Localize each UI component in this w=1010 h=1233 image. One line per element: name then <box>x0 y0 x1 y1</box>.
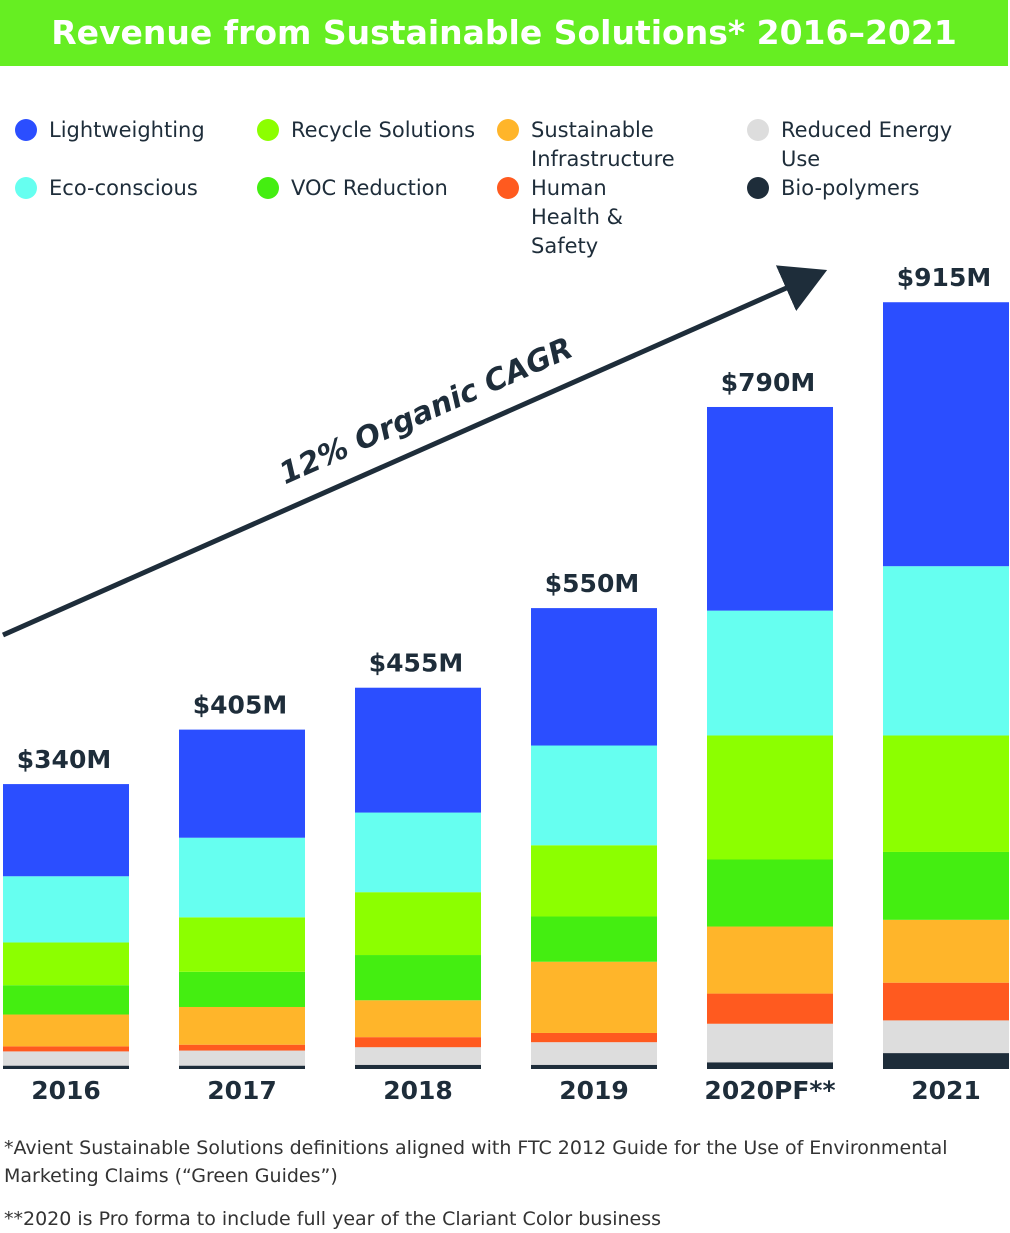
bar-segment <box>883 735 1009 852</box>
legend-item: Reduced Energy Use <box>747 116 997 174</box>
bar-segment <box>531 745 657 846</box>
footnote: **2020 is Pro forma to include full year… <box>4 1208 662 1230</box>
legend-item: Eco-conscious <box>15 174 265 203</box>
legend-swatch <box>497 119 519 141</box>
x-tick-label: 2019 <box>559 1076 629 1105</box>
legend-label: Recycle Solutions <box>291 118 476 142</box>
bar-segment <box>883 302 1009 567</box>
bar-segment <box>883 1053 1009 1069</box>
bar-segment <box>179 1006 305 1045</box>
bar-segment <box>355 1000 481 1038</box>
bar-segment <box>3 784 129 877</box>
bar-segment <box>531 916 657 962</box>
bar-segment <box>883 982 1009 1021</box>
bar-segment <box>883 1020 1009 1054</box>
bar-segment <box>3 1014 129 1047</box>
bar-segment <box>179 1050 305 1066</box>
legend-item: VOC Reduction <box>257 174 507 203</box>
bar-segment <box>3 942 129 986</box>
total-label: $340M <box>17 745 111 774</box>
bar-segment <box>707 926 833 994</box>
bar-segment <box>3 1051 129 1066</box>
x-tick-label: 2018 <box>383 1076 453 1105</box>
bar-segment <box>707 406 833 611</box>
legend-label: Human Health & Safety <box>531 176 624 258</box>
legend-swatch <box>257 119 279 141</box>
bar-segment <box>355 955 481 1001</box>
legend-item: Lightweighting <box>15 116 265 145</box>
bar-segment <box>3 876 129 943</box>
legend-label: Sustainable Infrastructure <box>531 118 675 171</box>
bar-segment <box>707 859 833 927</box>
bar-segment <box>179 729 305 838</box>
trend-arrow <box>1 265 828 638</box>
bar-segment <box>355 1047 481 1065</box>
bar-segment <box>355 1064 481 1069</box>
legend-label: Bio-polymers <box>781 176 920 200</box>
total-label: $915M <box>897 263 991 292</box>
bar-segment <box>531 1032 657 1043</box>
bar-segment <box>707 1062 833 1069</box>
legend-item: Bio-polymers <box>747 174 997 203</box>
x-tick-label: 2017 <box>207 1076 277 1105</box>
legend-label: Lightweighting <box>49 118 205 142</box>
bar-segment <box>179 971 305 1007</box>
legend-label: Eco-conscious <box>49 176 198 200</box>
bar-segment <box>883 919 1009 983</box>
bar-segment <box>355 812 481 893</box>
legend-item: Recycle Solutions <box>257 116 507 145</box>
bar-segment <box>355 892 481 956</box>
legend-item: Sustainable Infrastructure <box>497 116 677 174</box>
bar-segment <box>179 837 305 918</box>
legend-swatch <box>747 119 769 141</box>
bar-segment <box>3 985 129 1015</box>
bar-segment <box>179 1044 305 1051</box>
x-tick-label: 2016 <box>31 1076 101 1105</box>
bar-segment <box>531 1064 657 1069</box>
footnote: *Avient Sustainable Solutions definition… <box>4 1137 948 1187</box>
bar-segment <box>179 1065 305 1069</box>
annotation: 12% Organic CAGR <box>274 331 578 492</box>
total-label: $405M <box>193 691 287 720</box>
bar-segment <box>707 993 833 1024</box>
legend-swatch <box>497 177 519 199</box>
bar-segment <box>883 566 1009 736</box>
total-label: $550M <box>545 569 639 598</box>
legend-swatch <box>15 119 37 141</box>
bar-segment <box>531 961 657 1033</box>
bar-segment <box>707 735 833 860</box>
bar-segment <box>707 610 833 736</box>
bar-segment <box>531 845 657 917</box>
bar-segment <box>707 1023 833 1063</box>
bar-segment <box>179 917 305 972</box>
x-tick-label: 2020PF** <box>704 1076 835 1105</box>
legend-item: Human Health & Safety <box>497 174 677 261</box>
x-tick-label: 2021 <box>911 1076 981 1105</box>
bar-segment <box>355 687 481 813</box>
bar-segment <box>3 1046 129 1052</box>
total-label: $455M <box>369 649 463 678</box>
legend-label: Reduced Energy Use <box>781 118 953 171</box>
total-label: $790M <box>721 368 815 397</box>
bar-segment <box>3 1065 129 1069</box>
chart-title: Revenue from Sustainable Solutions* 2016… <box>0 0 1008 66</box>
legend-swatch <box>15 177 37 199</box>
legend-swatch <box>257 177 279 199</box>
legend-swatch <box>747 177 769 199</box>
bar-segment <box>883 851 1009 920</box>
bar-segment <box>531 608 657 746</box>
legend-label: VOC Reduction <box>291 176 448 200</box>
bar-segment <box>531 1042 657 1065</box>
bar-segment <box>355 1037 481 1048</box>
